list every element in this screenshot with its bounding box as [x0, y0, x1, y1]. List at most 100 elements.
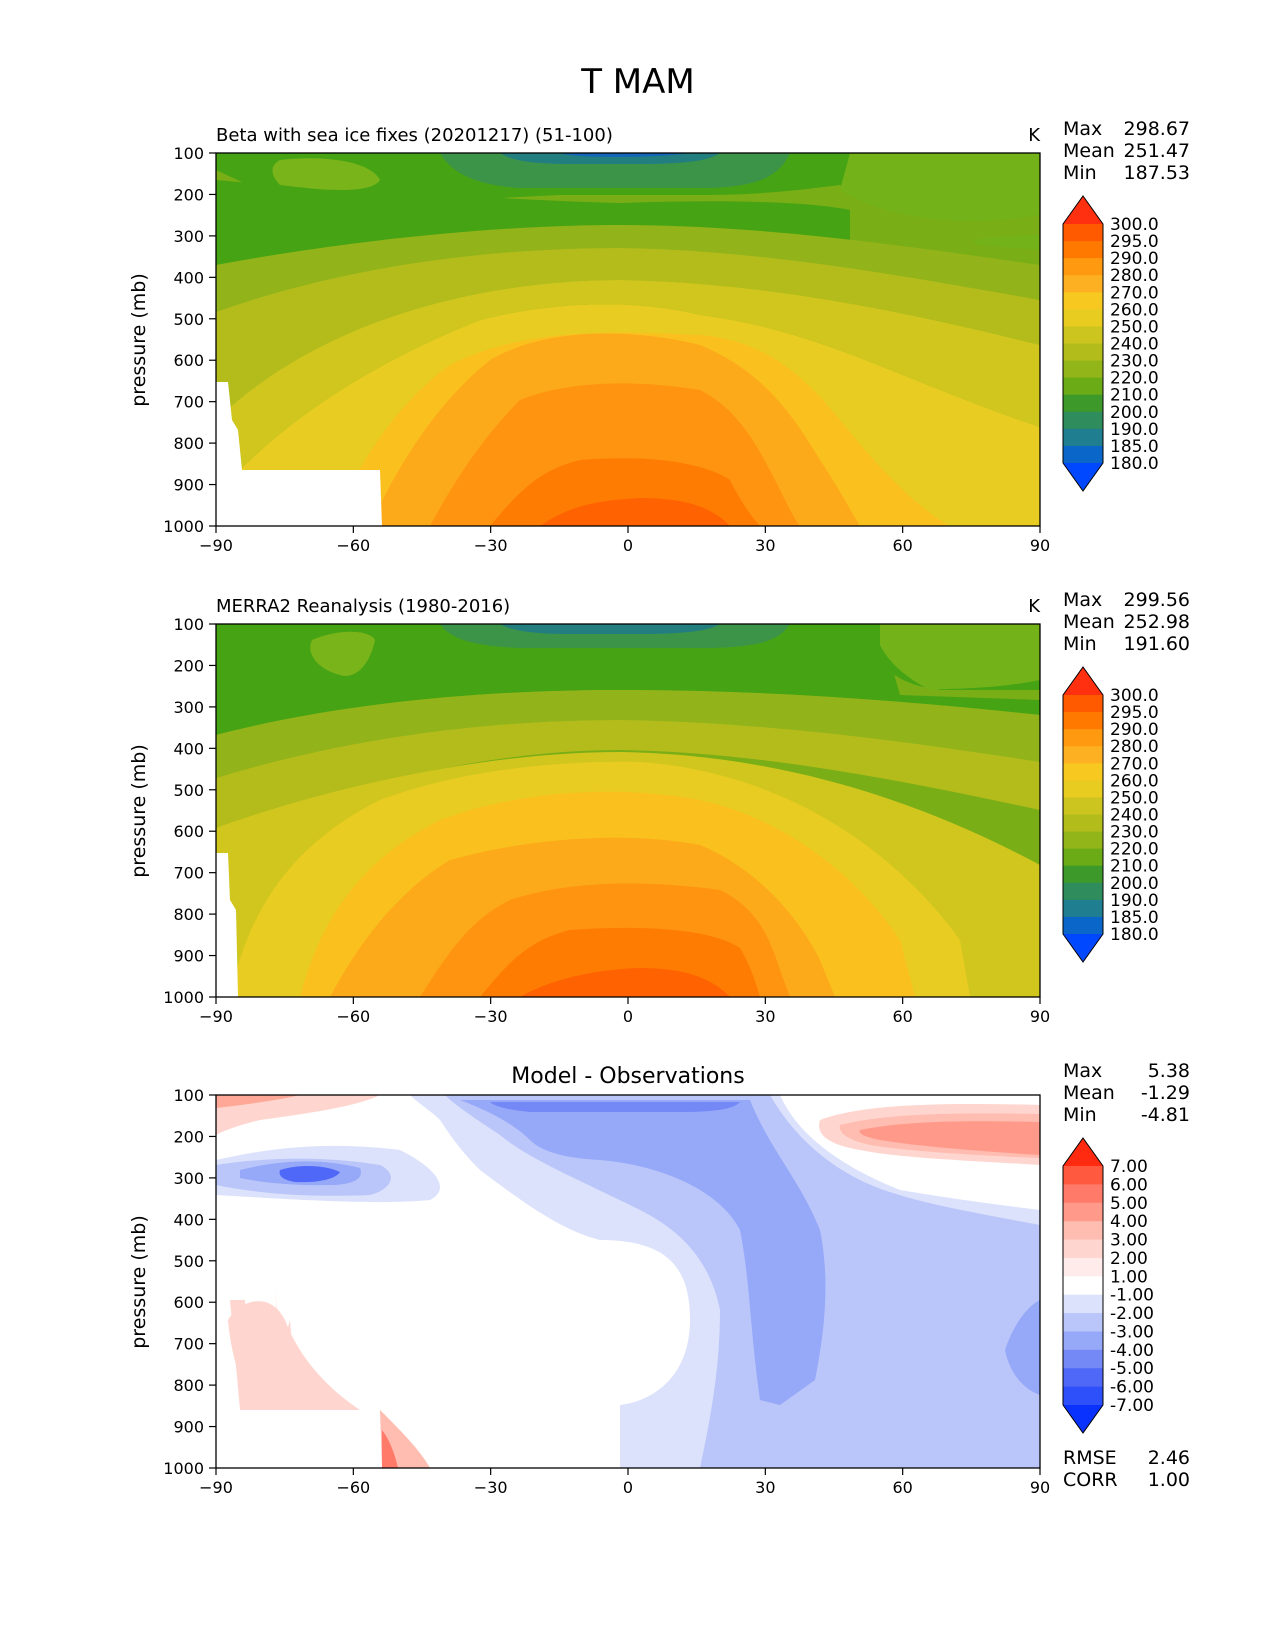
colorbar-swatch — [1063, 746, 1103, 764]
metric-corr-label: CORR — [1063, 1469, 1118, 1491]
contour-band-240 — [216, 248, 1040, 420]
colorbar-label: 200.0 — [1110, 403, 1159, 423]
contour-band-pos1-lowerleft — [228, 1301, 360, 1410]
x-tick-label: −90 — [199, 1478, 233, 1497]
stat-mean-value: 251.47 — [1124, 140, 1190, 162]
stat-min-label: Min — [1063, 162, 1097, 184]
colorbar-swatch — [1063, 729, 1103, 747]
colorbar-swatch — [1063, 292, 1103, 310]
contour-band-pos1-spikes — [275, 1290, 296, 1400]
y-tick-label: 200 — [173, 1127, 204, 1146]
colorbar-label: 300.0 — [1110, 215, 1159, 235]
colorbar-swatch — [1063, 848, 1103, 867]
units-label: K — [1028, 596, 1041, 617]
colorbar-swatch — [1063, 445, 1103, 464]
colorbar-swatch — [1063, 712, 1103, 730]
colorbar-label: 190.0 — [1110, 420, 1159, 440]
y-tick-label: 200 — [173, 656, 204, 675]
y-tick-label: 100 — [173, 1086, 204, 1105]
stat-max-value: 299.56 — [1124, 589, 1190, 611]
colorbar-swatch — [1063, 1239, 1103, 1259]
colorbar-label: 230.0 — [1110, 352, 1159, 372]
y-axis: 100 200 300 400 500 600 700 800 900 1000 — [163, 615, 216, 1007]
colorbar-label: -3.00 — [1110, 1322, 1154, 1342]
x-tick-label: −30 — [474, 1007, 508, 1026]
stats-box: Max 298.67 Mean 251.47 Min 187.53 — [1063, 118, 1190, 184]
y-axis-label: pressure (mb) — [128, 273, 150, 407]
colorbar-label: 185.0 — [1110, 437, 1159, 457]
contour-band-180 — [560, 153, 690, 157]
colorbar: 300.0295.0290.0280.0270.0260.0250.0240.0… — [1062, 666, 1159, 963]
colorbar: 300.0295.0290.0280.0270.0260.0250.0240.0… — [1062, 195, 1159, 492]
colorbar-swatch — [1063, 1221, 1103, 1241]
colorbar-extend-min — [1063, 463, 1103, 491]
colorbar-swatch — [1063, 865, 1103, 884]
colorbar-swatch — [1063, 695, 1103, 713]
colorbar-swatch — [1063, 394, 1103, 413]
stat-min-value: -4.81 — [1141, 1104, 1190, 1126]
colorbar-extend-min — [1063, 1405, 1103, 1433]
x-tick-label: 0 — [623, 1007, 633, 1026]
x-tick-label: 90 — [1030, 1007, 1050, 1026]
x-tick-label: 60 — [892, 536, 912, 555]
y-tick-label: 300 — [173, 698, 204, 717]
stat-max-label: Max — [1063, 589, 1102, 611]
contour-band-pos1-strip — [230, 1300, 250, 1410]
colorbar-label: 270.0 — [1110, 754, 1159, 774]
contour-band-neg4-left — [279, 1166, 340, 1183]
colorbar-label: 290.0 — [1110, 249, 1159, 269]
y-tick-label: 800 — [173, 434, 204, 453]
colorbar-outline — [1062, 195, 1104, 492]
colorbar-swatch — [1063, 326, 1103, 344]
x-tick-label: −90 — [199, 1007, 233, 1026]
y-axis: 100 200 300 400 500 600 700 800 900 1000 — [163, 1086, 216, 1478]
y-tick-label: 400 — [173, 739, 204, 758]
colorbar-swatch — [1063, 224, 1103, 242]
y-tick-label: 400 — [173, 268, 204, 287]
y-tick-label: 500 — [173, 781, 204, 800]
x-tick-label: −60 — [336, 1478, 370, 1497]
colorbar-label: 5.00 — [1110, 1194, 1148, 1214]
colorbar-swatch — [1063, 377, 1103, 396]
contour-band-neg3-main — [460, 1100, 826, 1405]
y-tick-label: 900 — [173, 1418, 204, 1437]
y-tick-label: 700 — [173, 1335, 204, 1354]
x-tick-label: 30 — [755, 536, 775, 555]
colorbar: 7.006.005.004.003.002.001.00-1.00-2.00-3… — [1062, 1137, 1154, 1434]
y-tick-label: 700 — [173, 393, 204, 412]
contour-band-230 — [216, 225, 1040, 312]
contour-band-185 — [500, 153, 720, 164]
colorbar-label: 220.0 — [1110, 840, 1159, 860]
y-tick-label: 1000 — [163, 1459, 204, 1478]
stat-mean-label: Mean — [1063, 140, 1115, 162]
colorbar-label: -2.00 — [1110, 1304, 1154, 1324]
x-axis: −90 −60 −30 0 30 60 90 — [199, 1468, 1050, 1497]
figure-title: T MAM — [580, 62, 695, 102]
panel-title: Beta with sea ice fixes (20201217) (51-1… — [216, 125, 613, 146]
contour-band-230 — [216, 690, 1040, 778]
colorbar-label: 180.0 — [1110, 454, 1159, 474]
colorbar-label: 230.0 — [1110, 823, 1159, 843]
x-tick-label: 90 — [1030, 1478, 1050, 1497]
colorbar-label: 190.0 — [1110, 891, 1159, 911]
colorbar-swatch — [1063, 1276, 1103, 1296]
colorbar-swatch — [1063, 814, 1103, 833]
colorbar-label: 1.00 — [1110, 1267, 1148, 1287]
colorbar-swatch — [1063, 1166, 1103, 1185]
colorbar-swatch — [1063, 309, 1103, 327]
colorbar-swatch — [1063, 780, 1103, 798]
colorbar-label: 210.0 — [1110, 386, 1159, 406]
x-tick-label: −90 — [199, 536, 233, 555]
stat-min-value: 191.60 — [1124, 633, 1190, 655]
x-tick-label: −60 — [336, 1007, 370, 1026]
colorbar-label: 210.0 — [1110, 857, 1159, 877]
missing-data-mask — [216, 382, 382, 526]
stat-mean-label: Mean — [1063, 611, 1115, 633]
x-tick-label: 30 — [755, 1478, 775, 1497]
contour-plot — [216, 624, 1040, 997]
y-tick-label: 800 — [173, 905, 204, 924]
colorbar-swatch — [1063, 360, 1103, 379]
contour-band-250 — [216, 280, 1040, 526]
y-tick-label: 300 — [173, 1169, 204, 1188]
x-tick-label: 60 — [892, 1478, 912, 1497]
